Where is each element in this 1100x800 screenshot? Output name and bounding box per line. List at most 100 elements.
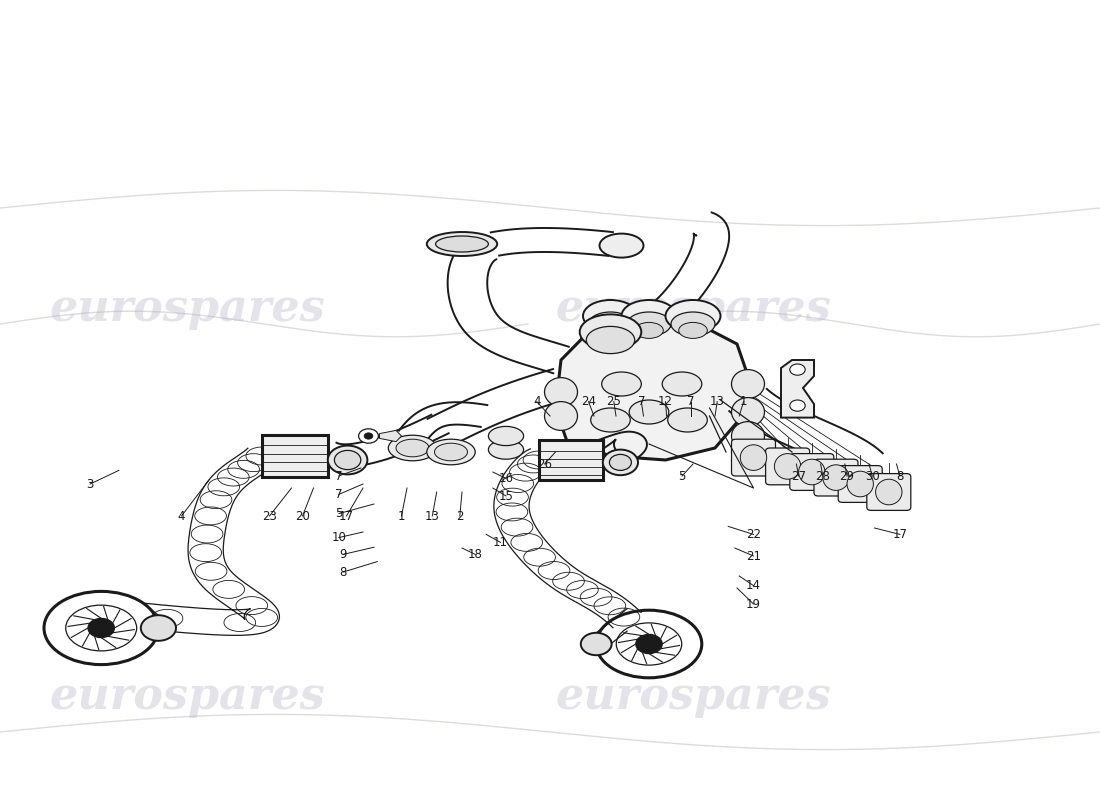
Ellipse shape xyxy=(635,322,663,338)
Text: 4: 4 xyxy=(534,395,540,408)
Ellipse shape xyxy=(364,433,373,439)
Ellipse shape xyxy=(544,402,578,430)
Ellipse shape xyxy=(847,471,873,497)
Text: 27: 27 xyxy=(791,470,806,482)
Ellipse shape xyxy=(583,300,638,332)
Text: 2: 2 xyxy=(456,510,463,522)
Text: eurospares: eurospares xyxy=(556,674,830,718)
Ellipse shape xyxy=(396,439,429,457)
Ellipse shape xyxy=(88,618,114,638)
Ellipse shape xyxy=(603,450,638,475)
Polygon shape xyxy=(556,320,748,460)
Ellipse shape xyxy=(334,450,361,470)
Ellipse shape xyxy=(732,370,764,398)
Ellipse shape xyxy=(621,300,676,332)
Text: 8: 8 xyxy=(896,470,903,482)
Ellipse shape xyxy=(388,435,437,461)
Text: 3: 3 xyxy=(87,478,94,490)
Ellipse shape xyxy=(591,408,630,432)
Ellipse shape xyxy=(141,615,176,641)
Ellipse shape xyxy=(732,422,764,450)
Text: 5: 5 xyxy=(679,470,685,482)
Ellipse shape xyxy=(580,314,641,350)
Text: 16: 16 xyxy=(498,472,514,485)
Polygon shape xyxy=(379,430,401,442)
Text: 30: 30 xyxy=(865,470,880,482)
Text: 7: 7 xyxy=(336,488,342,501)
Ellipse shape xyxy=(790,364,805,375)
Text: 29: 29 xyxy=(839,470,855,482)
Ellipse shape xyxy=(544,378,578,406)
FancyBboxPatch shape xyxy=(867,474,911,510)
Ellipse shape xyxy=(588,312,632,336)
Text: 9: 9 xyxy=(340,548,346,561)
Text: 23: 23 xyxy=(262,510,277,522)
Text: 7: 7 xyxy=(336,470,342,482)
Ellipse shape xyxy=(636,634,662,654)
Text: 28: 28 xyxy=(815,470,830,482)
Text: 17: 17 xyxy=(892,528,907,541)
Text: 24: 24 xyxy=(581,395,596,408)
Ellipse shape xyxy=(774,454,801,479)
FancyBboxPatch shape xyxy=(790,454,834,490)
Polygon shape xyxy=(781,360,814,418)
Text: 17: 17 xyxy=(339,510,354,522)
Text: 22: 22 xyxy=(746,528,761,541)
Ellipse shape xyxy=(602,372,641,396)
Ellipse shape xyxy=(436,236,488,252)
Ellipse shape xyxy=(609,454,631,470)
Ellipse shape xyxy=(732,398,764,426)
Bar xyxy=(539,440,603,480)
Text: 11: 11 xyxy=(493,536,508,549)
Ellipse shape xyxy=(679,322,707,338)
Ellipse shape xyxy=(790,400,805,411)
Ellipse shape xyxy=(740,445,767,470)
FancyBboxPatch shape xyxy=(766,448,810,485)
Ellipse shape xyxy=(359,429,378,443)
Text: 7: 7 xyxy=(638,395,645,408)
Text: eurospares: eurospares xyxy=(556,286,830,330)
Text: 15: 15 xyxy=(498,490,514,502)
Ellipse shape xyxy=(427,439,475,465)
Bar xyxy=(262,435,328,477)
FancyBboxPatch shape xyxy=(814,459,858,496)
Text: 4: 4 xyxy=(178,510,185,522)
Text: 7: 7 xyxy=(688,395,694,408)
Text: 1: 1 xyxy=(740,395,747,408)
Ellipse shape xyxy=(627,312,671,336)
Ellipse shape xyxy=(488,426,524,446)
Ellipse shape xyxy=(666,300,720,332)
Ellipse shape xyxy=(488,440,524,459)
Text: 20: 20 xyxy=(295,510,310,522)
Ellipse shape xyxy=(600,234,643,258)
Text: 8: 8 xyxy=(340,566,346,578)
Ellipse shape xyxy=(662,372,702,396)
Text: 26: 26 xyxy=(537,458,552,470)
Text: 19: 19 xyxy=(746,598,761,610)
Ellipse shape xyxy=(434,443,468,461)
Ellipse shape xyxy=(586,326,635,354)
Text: 14: 14 xyxy=(746,579,761,592)
Text: eurospares: eurospares xyxy=(50,674,324,718)
Text: eurospares: eurospares xyxy=(50,286,324,330)
Ellipse shape xyxy=(581,633,612,655)
Text: 25: 25 xyxy=(606,395,621,408)
Ellipse shape xyxy=(328,446,367,474)
Text: 10: 10 xyxy=(331,531,346,544)
Ellipse shape xyxy=(823,465,849,490)
Text: 13: 13 xyxy=(710,395,725,408)
Text: 13: 13 xyxy=(425,510,440,522)
Ellipse shape xyxy=(629,400,669,424)
Ellipse shape xyxy=(596,322,625,338)
Text: 5: 5 xyxy=(336,507,342,520)
Ellipse shape xyxy=(671,312,715,336)
Ellipse shape xyxy=(427,232,497,256)
Text: 1: 1 xyxy=(398,510,405,522)
Text: 12: 12 xyxy=(658,395,673,408)
Ellipse shape xyxy=(876,479,902,505)
FancyBboxPatch shape xyxy=(838,466,882,502)
FancyBboxPatch shape xyxy=(732,439,775,476)
Text: 18: 18 xyxy=(468,548,483,561)
Ellipse shape xyxy=(799,459,825,485)
Text: 21: 21 xyxy=(746,550,761,562)
